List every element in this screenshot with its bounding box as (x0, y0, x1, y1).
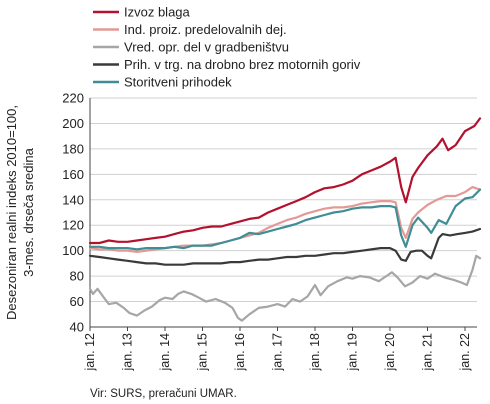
y-tick-label: 140 (62, 192, 84, 207)
x-tick-label: jan. 13 (121, 333, 135, 372)
x-tick-label: jan. 18 (308, 333, 322, 372)
x-axis-ticks: jan. 12 jan. 13 jan. 14 jan. 15 jan. 16 jan. … (83, 333, 472, 372)
x-tick-label: jan. 20 (383, 333, 397, 372)
y-tick-label: 60 (70, 294, 84, 309)
y-tick-label: 80 (70, 269, 84, 284)
y-tick-label: 180 (62, 141, 84, 156)
x-tick-label: jan. 14 (158, 333, 172, 372)
x-tick-label: jan. 17 (271, 333, 285, 372)
series-line-storitveni-prihodek (88, 188, 482, 251)
series-line-izvoz-blaga (88, 117, 482, 245)
x-tick-label: jan. 19 (346, 333, 360, 372)
y-tick-label: 220 (62, 91, 84, 106)
series-lines (88, 117, 482, 322)
y-tick-label: 160 (62, 167, 84, 182)
series-line-ind-proiz-predelovalnih-dej- (88, 186, 482, 253)
y-axis-ticks: 40 60 80 100 120 140 160 180 200 220 (62, 91, 84, 335)
y-tick-label: 40 (70, 320, 84, 335)
series-line-prih-v-trg-na-drobno-brez-motornih-goriv (88, 227, 482, 266)
legend-item-label: Izvoz blaga (124, 5, 191, 20)
legend-item-label: Ind. proiz. predelovalnih dej. (124, 22, 287, 37)
axes (89, 98, 477, 331)
source-note: Vir: SURS, preračuni UMAR. (90, 388, 237, 400)
x-tick-label: jan. 16 (233, 333, 247, 372)
x-tick-label: jan. 15 (196, 333, 210, 372)
x-tick-label: jan. 22 (458, 333, 472, 372)
legend-item-label: Prih. v trg. na drobno brez motornih gor… (124, 57, 361, 72)
x-tick-label: jan. 21 (421, 333, 435, 372)
legend: Izvoz blaga Ind. proiz. predelovalnih dej… (93, 5, 361, 90)
legend-item-label: Storitveni prihodek (124, 75, 232, 90)
y-tick-label: 200 (62, 116, 84, 131)
y-axis-label: Desezoniran realni indeks 2010=100, 3-mes… (4, 105, 36, 320)
series-line-vred-opr-del-v-gradbeni-tvu (88, 254, 482, 322)
y-tick-label: 100 (62, 243, 84, 258)
legend-item-label: Vred. opr. del v gradbeništvu (124, 40, 289, 55)
x-tick-label: jan. 12 (83, 333, 97, 372)
y-tick-label: 120 (62, 218, 84, 233)
